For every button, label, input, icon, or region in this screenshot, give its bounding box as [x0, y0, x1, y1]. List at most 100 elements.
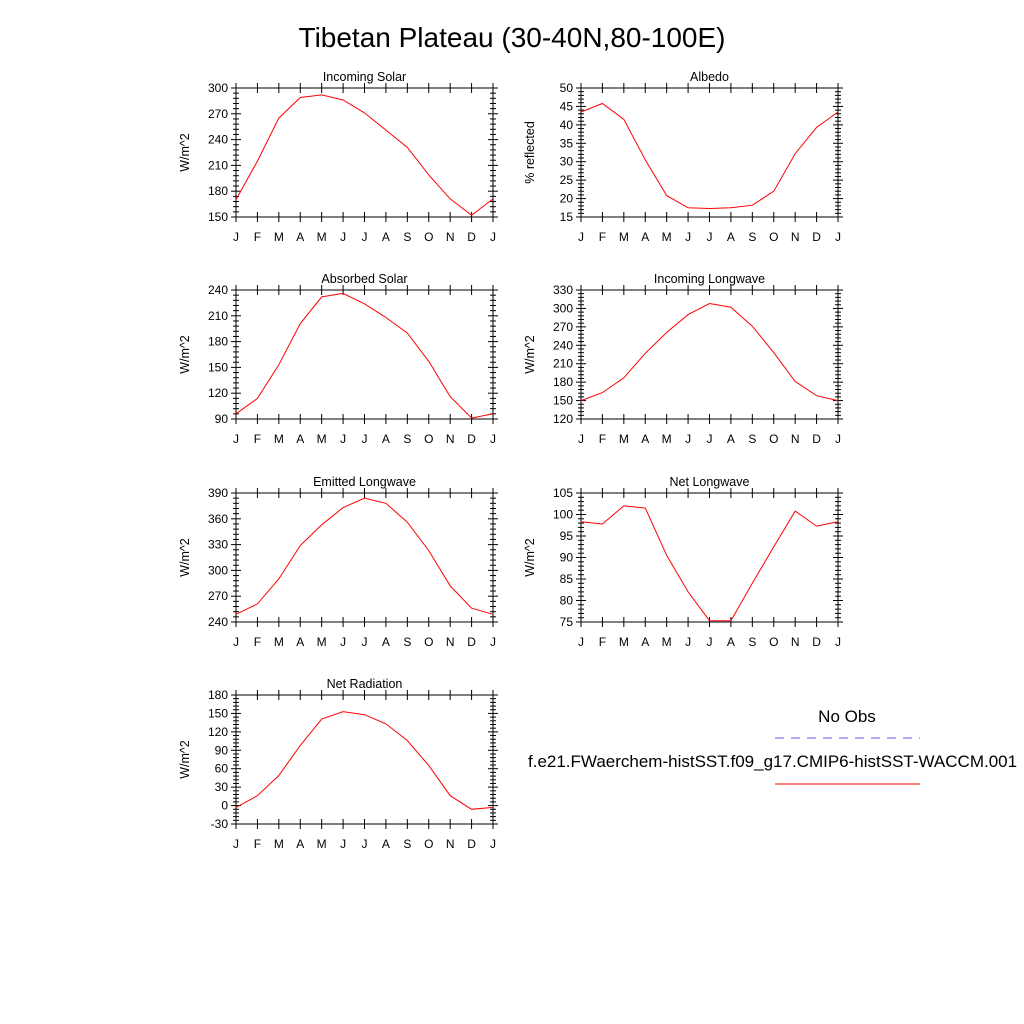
emitted-longwave-xtick-label: S	[403, 635, 411, 649]
net-radiation-ytick-label: 0	[221, 799, 228, 813]
net-longwave-xtick-label: A	[727, 635, 735, 649]
net-radiation-xtick-label: O	[424, 837, 433, 851]
absorbed-solar-ylabel: W/m^2	[178, 335, 192, 374]
absorbed-solar-xtick-label: N	[446, 432, 455, 446]
net-radiation-xtick-label: N	[446, 837, 455, 851]
incoming-solar-title: Incoming Solar	[323, 70, 406, 84]
albedo-ytick-label: 30	[560, 155, 574, 169]
emitted-longwave-xtick-label: J	[340, 635, 346, 649]
net-longwave-xtick-label: J	[835, 635, 841, 649]
net-longwave-series-line	[580, 505, 839, 622]
net-radiation-ytick-label: 150	[208, 706, 228, 720]
net-radiation-ytick-label: 120	[208, 725, 228, 739]
net-longwave-ytick-label: 85	[560, 572, 574, 586]
absorbed-solar-xtick-label: A	[382, 432, 390, 446]
emitted-longwave-axes-frame	[235, 492, 494, 623]
incoming-longwave-series-line	[580, 302, 839, 402]
net-longwave-xtick-label: M	[619, 635, 629, 649]
emitted-longwave-ytick-label: 390	[208, 486, 228, 500]
net-longwave-ytick-label: 95	[560, 529, 574, 543]
incoming-solar-ylabel: W/m^2	[178, 133, 192, 172]
incoming-longwave-ytick-label: 240	[553, 338, 573, 352]
emitted-longwave-ytick-label: 360	[208, 512, 228, 526]
incoming-solar-axes-frame	[235, 87, 494, 218]
incoming-longwave-ytick-label: 180	[553, 375, 573, 389]
emitted-longwave-ytick-label: 270	[208, 589, 228, 603]
absorbed-solar-xtick-label: O	[424, 432, 433, 446]
emitted-longwave-ytick-label: 240	[208, 615, 228, 629]
emitted-longwave-xtick-label: D	[467, 635, 476, 649]
incoming-longwave-ytick-label: 330	[553, 283, 573, 297]
net-longwave-xtick-label: F	[599, 635, 606, 649]
absorbed-solar-xtick-label: J	[362, 432, 368, 446]
incoming-solar-ytick-label: 300	[208, 81, 228, 95]
legend-model-label: f.e21.FWaerchem-histSST.f09_g17.CMIP6-hi…	[528, 752, 1017, 771]
absorbed-solar-xtick-label: J	[340, 432, 346, 446]
incoming-longwave-xtick-label: S	[748, 432, 756, 446]
incoming-solar-xtick-label: N	[446, 230, 455, 244]
absorbed-solar-xtick-label: F	[254, 432, 261, 446]
emitted-longwave-title: Emitted Longwave	[313, 475, 416, 489]
net-longwave-xtick-label: O	[769, 635, 778, 649]
albedo-xtick-label: J	[685, 230, 691, 244]
incoming-solar-xtick-label: O	[424, 230, 433, 244]
incoming-longwave-title: Incoming Longwave	[654, 272, 765, 286]
net-radiation-xtick-label: A	[382, 837, 390, 851]
emitted-longwave-ytick-label: 300	[208, 563, 228, 577]
net-radiation-xtick-label: J	[362, 837, 368, 851]
incoming-longwave-xtick-label: M	[619, 432, 629, 446]
absorbed-solar-ytick-label: 240	[208, 283, 228, 297]
net-radiation-xtick-label: D	[467, 837, 476, 851]
absorbed-solar-ytick-label: 210	[208, 309, 228, 323]
net-longwave-xtick-label: N	[791, 635, 800, 649]
net-radiation-xtick-label: S	[403, 837, 411, 851]
albedo-xtick-label: M	[619, 230, 629, 244]
incoming-solar-xtick-label: M	[317, 230, 327, 244]
albedo-ytick-label: 15	[560, 210, 574, 224]
absorbed-solar-axes-frame	[235, 289, 494, 420]
albedo-ytick-label: 20	[560, 192, 574, 206]
net-longwave-ytick-label: 105	[553, 486, 573, 500]
incoming-longwave-ytick-label: 150	[553, 394, 573, 408]
emitted-longwave-xtick-label: N	[446, 635, 455, 649]
net-radiation-ytick-label: 30	[215, 780, 229, 794]
albedo-ytick-label: 40	[560, 118, 574, 132]
emitted-longwave-xtick-label: A	[382, 635, 390, 649]
absorbed-solar-series-line	[235, 292, 494, 419]
albedo-xtick-label: O	[769, 230, 778, 244]
emitted-longwave-xtick-label: M	[317, 635, 327, 649]
net-longwave-axes-frame	[580, 492, 839, 623]
absorbed-solar-ytick-label: 120	[208, 386, 228, 400]
absorbed-solar-xtick-label: J	[490, 432, 496, 446]
incoming-longwave-ytick-label: 300	[553, 301, 573, 315]
albedo-axes-frame	[580, 87, 839, 218]
incoming-solar-ytick-label: 270	[208, 107, 228, 121]
albedo-ytick-label: 35	[560, 136, 574, 150]
net-radiation-xtick-label: A	[296, 837, 304, 851]
albedo-ytick-label: 45	[560, 99, 574, 113]
incoming-longwave-ytick-label: 120	[553, 412, 573, 426]
net-radiation-xtick-label: J	[340, 837, 346, 851]
albedo-xtick-label: A	[641, 230, 649, 244]
albedo-series-line	[580, 102, 839, 210]
emitted-longwave-ytick-label: 330	[208, 538, 228, 552]
incoming-solar-ytick-label: 210	[208, 158, 228, 172]
incoming-longwave-xtick-label: J	[685, 432, 691, 446]
incoming-longwave-xtick-label: J	[578, 432, 584, 446]
net-longwave-xtick-label: J	[578, 635, 584, 649]
absorbed-solar-xtick-label: D	[467, 432, 476, 446]
incoming-solar-ytick-label: 150	[208, 210, 228, 224]
incoming-longwave-xtick-label: A	[727, 432, 735, 446]
absorbed-solar-xtick-label: A	[296, 432, 304, 446]
net-radiation-ytick-label: 180	[208, 688, 228, 702]
emitted-longwave-xtick-label: J	[490, 635, 496, 649]
albedo-xtick-label: M	[662, 230, 672, 244]
absorbed-solar-ytick-label: 90	[215, 412, 229, 426]
absorbed-solar-xtick-label: M	[274, 432, 284, 446]
albedo-xtick-label: J	[707, 230, 713, 244]
net-longwave-xtick-label: S	[748, 635, 756, 649]
net-radiation-ytick-label: 90	[215, 743, 229, 757]
emitted-longwave-xtick-label: J	[362, 635, 368, 649]
